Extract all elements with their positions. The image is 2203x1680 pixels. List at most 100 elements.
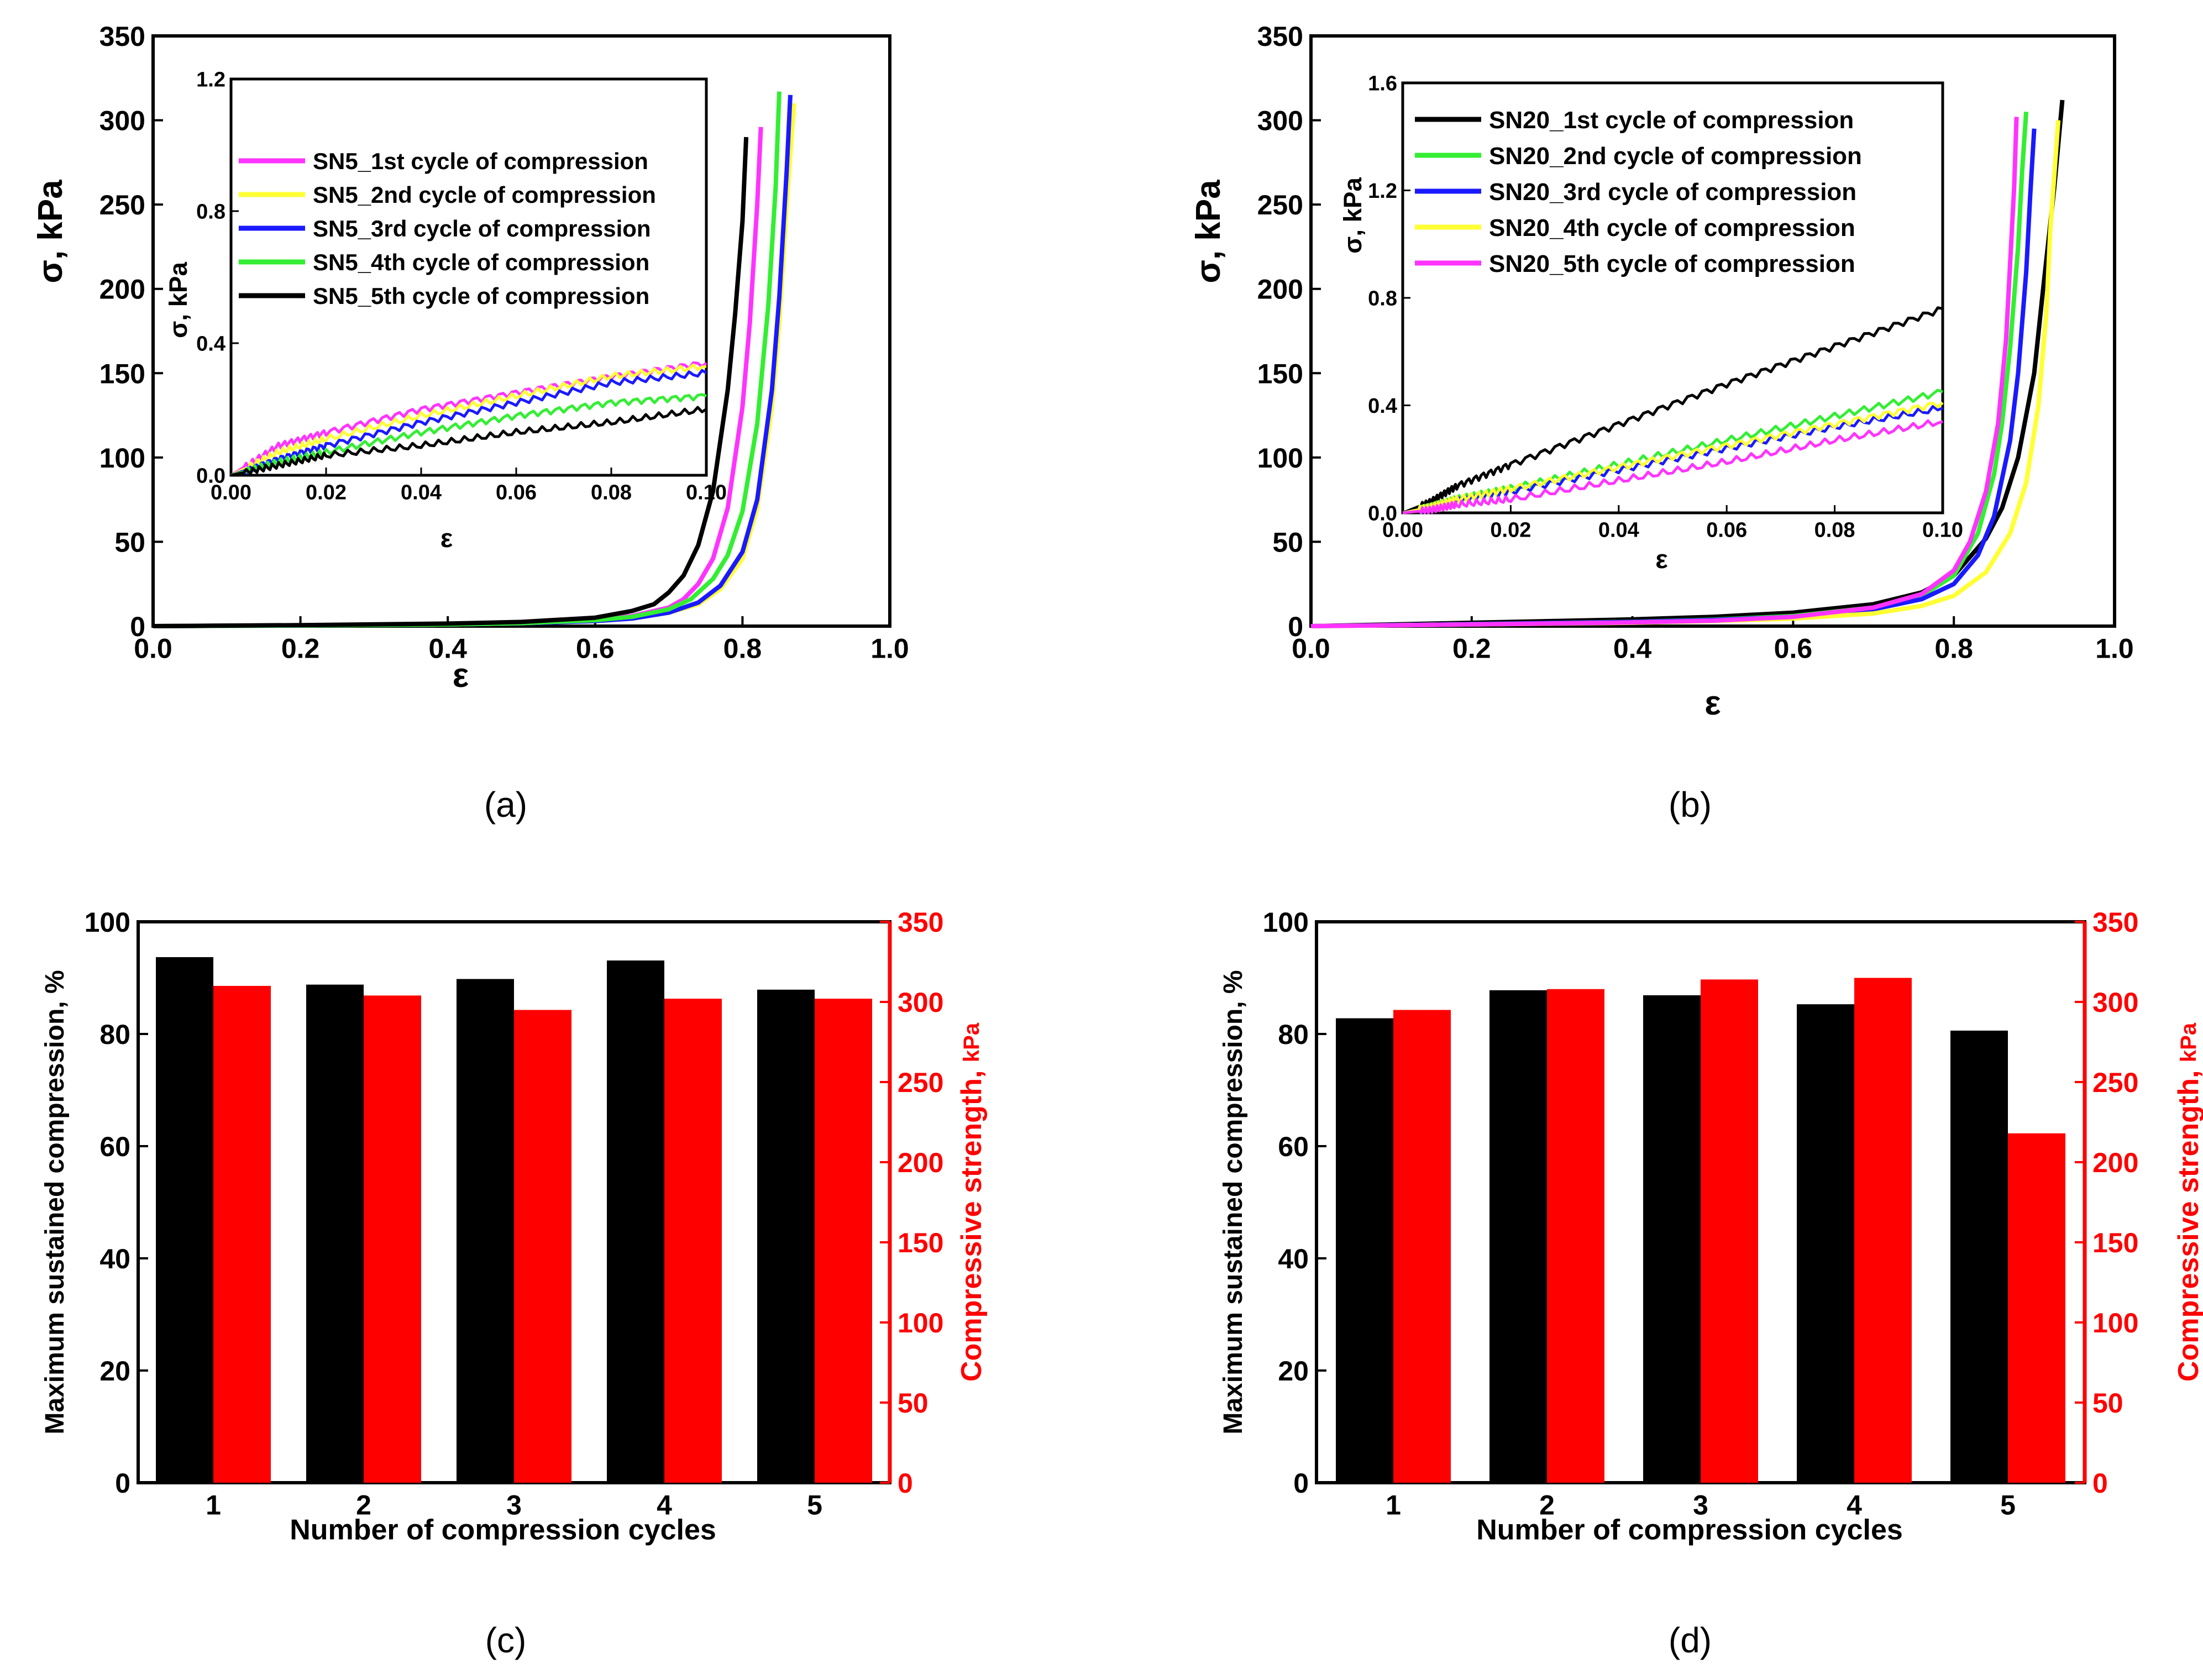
- main-y-tick-label: 0: [1288, 611, 1303, 642]
- main-y-tick-label: 150: [1257, 358, 1303, 389]
- bar-1-compression: [1336, 1018, 1393, 1483]
- inset-x-axis-label: ε: [1655, 545, 1668, 574]
- bar-5-compression: [1950, 1030, 2008, 1483]
- main-plot-frame: [1309, 34, 2116, 628]
- legend-label: SN20_5th cycle of compression: [1489, 250, 1855, 277]
- left-y-tick-label: 40: [1278, 1243, 1309, 1274]
- bar-4-strength: [664, 999, 722, 1483]
- right-y-axis-label: Compressive strength, kPa: [2173, 1022, 2203, 1382]
- main-x-tick-label: 1.0: [2095, 633, 2134, 664]
- bar-5-compression: [757, 989, 815, 1483]
- left-y-tick-label: 20: [99, 1356, 130, 1387]
- right-y-axis-label-unit: kPa: [2176, 1022, 2201, 1062]
- inset-y-tick-label: 0.0: [1368, 502, 1397, 526]
- y-axis-label: σ, kPa: [1189, 180, 1228, 284]
- inset-y-axis-label: σ, kPa: [164, 262, 192, 338]
- panel-label-a: (a): [484, 785, 527, 825]
- inset-series-line: [230, 363, 707, 477]
- main-x-tick-label: 0.2: [1452, 633, 1491, 664]
- legend-label: SN5_1st cycle of compression: [313, 148, 648, 174]
- main-x-tick-label: 0.0: [134, 633, 172, 664]
- bar-2-compression: [306, 984, 364, 1483]
- main-x-tick-label: 0.8: [1934, 633, 1973, 664]
- left-y-tick-label: 80: [1278, 1019, 1309, 1050]
- right-y-tick-label: 50: [898, 1388, 929, 1419]
- x-tick-label: 3: [1693, 1490, 1708, 1521]
- bar-2-strength: [364, 995, 421, 1483]
- inset-series-line: [1402, 401, 1944, 514]
- inset-x-tick-label: 0.08: [591, 481, 632, 505]
- series-line: [153, 136, 749, 628]
- main-x-tick-label: 0.8: [723, 633, 762, 664]
- right-y-tick-label: 250: [2092, 1067, 2138, 1098]
- bar-4-compression: [607, 960, 664, 1483]
- bar-1-strength: [213, 986, 271, 1483]
- right-y-tick-label: 350: [898, 907, 943, 938]
- right-y-tick-label: 0: [2092, 1468, 2108, 1499]
- bar-1-strength: [1393, 1010, 1451, 1483]
- main-y-tick-label: 50: [1272, 527, 1303, 558]
- bar-3-compression: [1643, 995, 1701, 1483]
- inset-y-tick-label: 1.6: [1368, 72, 1397, 96]
- main-y-tick-label: 250: [99, 190, 145, 221]
- main-x-tick-label: 0.0: [1292, 633, 1330, 664]
- inset-x-tick-label: 0.06: [496, 481, 537, 505]
- inset-frame: [1401, 81, 1944, 514]
- bar-3-strength: [514, 1010, 571, 1483]
- inset-y-tick-label: 0.4: [1368, 395, 1397, 418]
- main-y-tick-label: 100: [1257, 443, 1303, 474]
- chart-panel-b: 0.0 0.2 0.4 0.6 0.8 1.0 0 50 100 150 200 250 300 350 ε…: [1189, 21, 2134, 722]
- legend-label: SN5_5th cycle of compression: [313, 283, 649, 309]
- inset-x-axis-label: ε: [440, 524, 453, 553]
- legend-label: SN5_4th cycle of compression: [313, 249, 649, 275]
- x-axis-label: Number of compression cycles: [1476, 1514, 1903, 1546]
- left-y-tick-label: 60: [99, 1131, 130, 1162]
- inset-x-tick-label: 0.10: [686, 481, 727, 505]
- main-y-tick-label: 0: [130, 611, 145, 642]
- right-y-tick-label: 350: [2092, 907, 2138, 938]
- bar-5-strength: [815, 999, 872, 1483]
- left-y-tick-label: 0: [1293, 1468, 1309, 1499]
- x-tick-label: 4: [1847, 1490, 1862, 1521]
- inset-x-tick-label: 0.00: [1382, 519, 1423, 542]
- x-tick-label: 2: [356, 1490, 371, 1521]
- left-y-axis-label: Maximum sustained compression, %: [1219, 970, 1248, 1434]
- inset-y-tick-label: 1.2: [196, 69, 225, 92]
- inset-x-tick-label: 0.10: [1922, 519, 1963, 542]
- inset-y-tick-label: 0.4: [196, 333, 225, 356]
- x-axis-label: Number of compression cycles: [290, 1514, 716, 1546]
- left-y-tick-label: 60: [1278, 1131, 1309, 1162]
- inset-x-tick-label: 0.02: [306, 481, 347, 505]
- main-x-tick-label: 0.4: [1613, 633, 1652, 664]
- panel-label-d: (d): [1669, 1620, 1712, 1660]
- inset-y-tick-label: 0.8: [1368, 287, 1397, 311]
- panel-label-c: (c): [485, 1620, 527, 1660]
- x-tick-label: 1: [1386, 1490, 1401, 1521]
- x-tick-label: 3: [506, 1490, 522, 1521]
- main-y-tick-label: 150: [99, 358, 145, 389]
- x-tick-label: 5: [2000, 1490, 2016, 1521]
- right-y-tick-label: 250: [898, 1067, 943, 1098]
- inset-y-tick-label: 0.8: [196, 201, 225, 224]
- legend-label: SN20_2nd cycle of compression: [1489, 143, 1862, 170]
- legend-label: SN20_3rd cycle of compression: [1489, 179, 1856, 206]
- bar-1-compression: [156, 957, 213, 1483]
- left-y-axis-label: Maximum sustained compression, %: [40, 970, 70, 1434]
- right-y-tick-label: 200: [898, 1147, 943, 1178]
- right-y-tick-label: 300: [2092, 987, 2138, 1018]
- right-y-tick-label: 100: [898, 1308, 943, 1338]
- chart-panel-a: 0.0 0.2 0.4 0.6 0.8 1.0 0 50 100 150 200 250 300 350 ε…: [32, 21, 909, 695]
- right-y-axis-label-main: Compressive strength,: [2173, 1062, 2203, 1382]
- chart-panel-d: 0 20 40 60 80 100 0 50 100 150 200 250 300 350 1 2 3 4 5 Nu…: [1219, 907, 2203, 1546]
- main-y-tick-label: 200: [99, 274, 145, 305]
- inset-y-tick-label: 0.0: [196, 465, 225, 488]
- main-y-tick-label: 350: [1257, 21, 1303, 52]
- right-y-axis-label-unit: kPa: [959, 1022, 984, 1062]
- right-y-axis-label: Compressive strength, kPa: [956, 1022, 988, 1382]
- main-x-tick-label: 1.0: [870, 633, 909, 664]
- x-tick-label: 1: [206, 1490, 221, 1521]
- bar-2-compression: [1489, 990, 1547, 1483]
- left-y-tick-label: 20: [1278, 1356, 1309, 1387]
- main-y-tick-label: 100: [99, 443, 145, 474]
- inset-series-line: [1402, 419, 1943, 514]
